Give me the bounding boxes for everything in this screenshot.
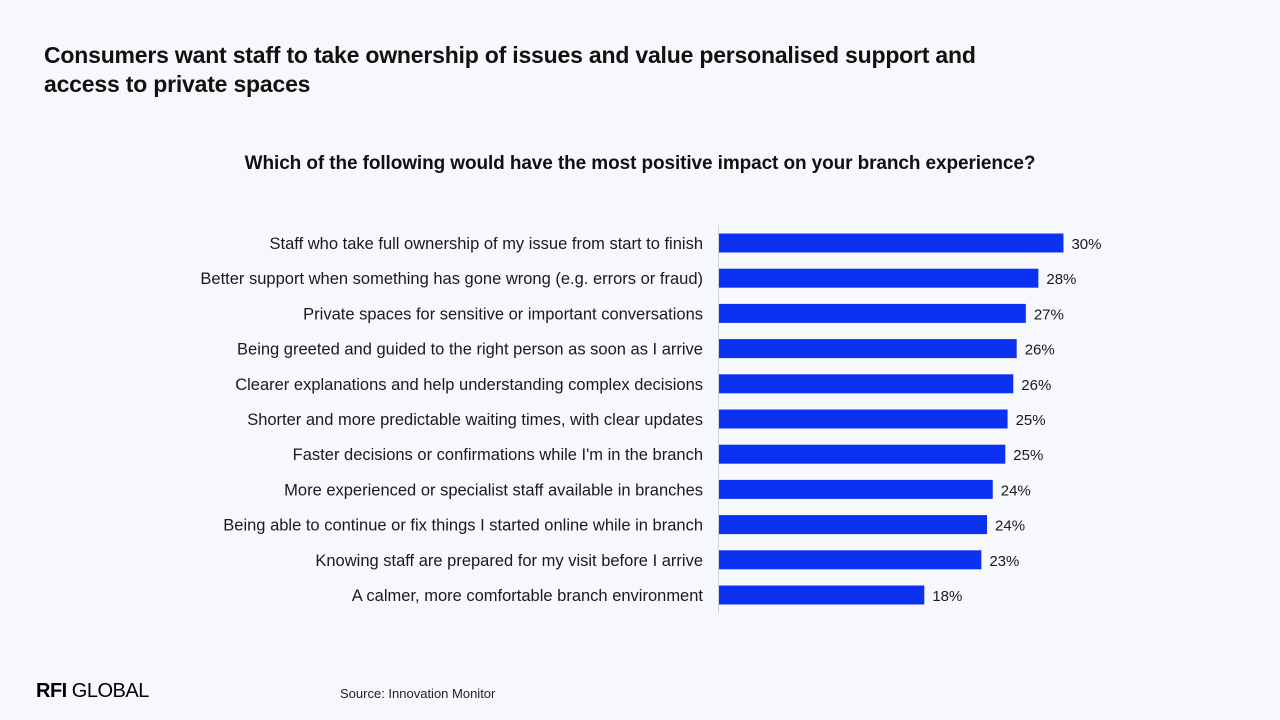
rfi-global-logo: RFI GLOBAL: [36, 680, 149, 702]
data-label: 26%: [1025, 342, 1055, 359]
category-label: Being able to continue or fix things I s…: [223, 517, 703, 535]
category-label: Knowing staff are prepared for my visit …: [315, 552, 703, 570]
bar: [719, 409, 1008, 429]
bar: [719, 339, 1017, 359]
bar: [719, 515, 988, 535]
category-label: Staff who take full ownership of my issu…: [270, 235, 703, 253]
category-label: Clearer explanations and help understand…: [235, 376, 703, 394]
data-label: 24%: [995, 518, 1025, 535]
data-label: 18%: [932, 588, 962, 605]
bar: [719, 479, 993, 499]
bar: [719, 585, 925, 605]
data-label: 30%: [1071, 236, 1101, 253]
category-label: Shorter and more predictable waiting tim…: [247, 411, 703, 429]
category-label: More experienced or specialist staff ava…: [284, 481, 703, 499]
bar: [719, 550, 982, 570]
data-label: 23%: [989, 553, 1019, 570]
bar: [719, 233, 1064, 253]
category-label: Better support when something has gone w…: [200, 270, 703, 288]
data-label: 28%: [1046, 271, 1076, 288]
bar: [719, 374, 1014, 394]
data-label: 25%: [1013, 447, 1043, 464]
bar: [719, 268, 1039, 288]
category-label: Private spaces for sensitive or importan…: [303, 305, 703, 323]
data-label: 26%: [1021, 377, 1051, 394]
data-label: 25%: [1016, 412, 1046, 429]
category-label: A calmer, more comfortable branch enviro…: [352, 587, 704, 605]
data-label: 27%: [1034, 306, 1064, 323]
category-label: Being greeted and guided to the right pe…: [237, 341, 703, 359]
data-label: 24%: [1001, 482, 1031, 499]
bar: [719, 303, 1026, 323]
slide-title: Consumers want staff to take ownership o…: [44, 42, 976, 97]
source-note: Source: Innovation Monitor: [340, 686, 496, 701]
category-label: Faster decisions or confirmations while …: [293, 446, 703, 464]
chart-title: Which of the following would have the mo…: [244, 153, 1036, 174]
bar: [719, 444, 1006, 464]
